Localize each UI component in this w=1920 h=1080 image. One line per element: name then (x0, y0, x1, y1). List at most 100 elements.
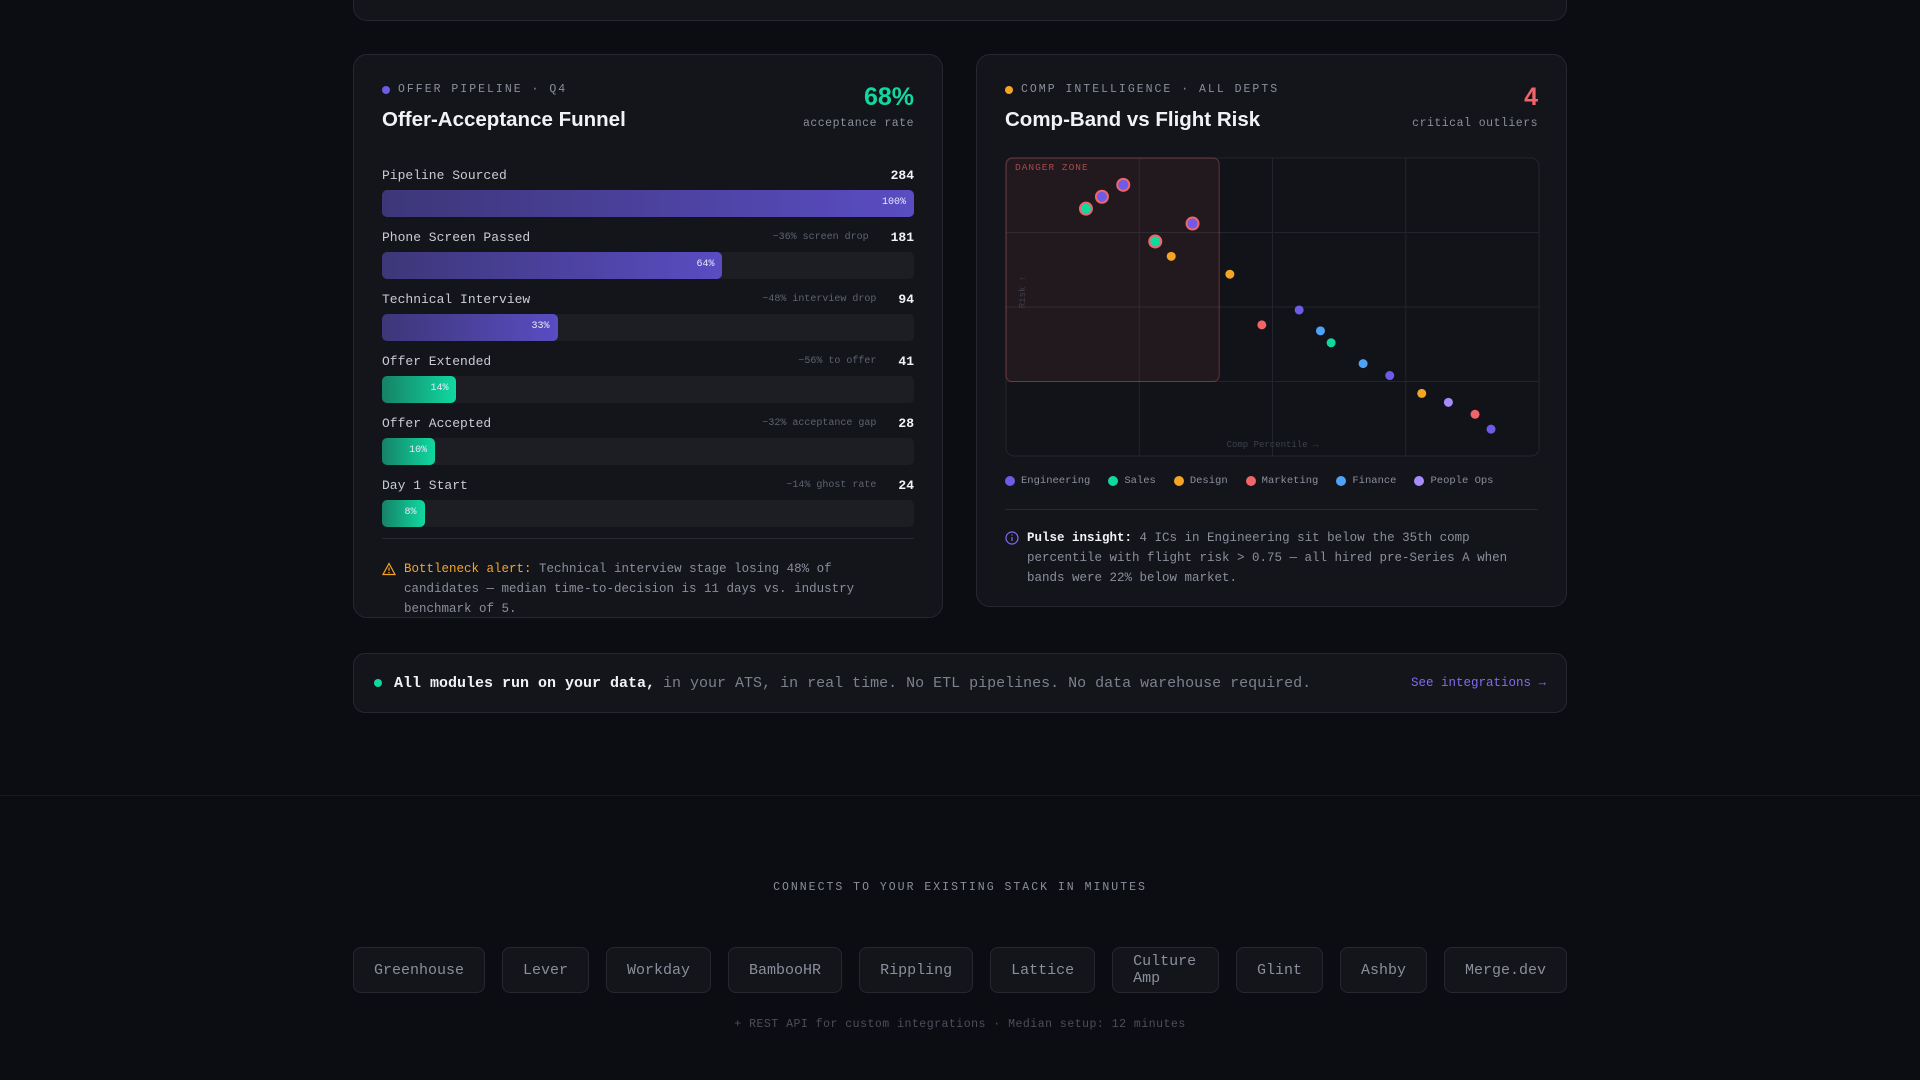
bar-track: 14% (382, 376, 914, 403)
x-axis-label: Comp Percentile → (1227, 440, 1319, 450)
stage-row: Offer Accepted −32% acceptance gap 28 (382, 414, 914, 432)
banner-text: in your ATS, in real time. No ETL pipeli… (663, 674, 1312, 692)
point (1225, 269, 1235, 279)
eyebrow: OFFER PIPELINE · Q4 (382, 83, 914, 96)
legend-item: Sales (1108, 475, 1156, 487)
legend-swatch (1005, 476, 1015, 486)
eyebrow-text: OFFER PIPELINE · Q4 (398, 83, 568, 96)
point (1470, 409, 1480, 419)
stage-drop: −48% interview drop (762, 293, 877, 305)
flagged-point (1078, 201, 1093, 216)
bar-label: 8% (404, 507, 417, 518)
integration-chip: BambooHR (728, 947, 843, 993)
point (1443, 397, 1453, 407)
divider (382, 538, 914, 539)
funnel-card: OFFER PIPELINE · Q4 Offer-Acceptance Fun… (353, 54, 943, 618)
banner: All modules run on your data, in your AT… (353, 653, 1567, 713)
scatter-card: COMP INTELLIGENCE · ALL DEPTS Comp-Band … (976, 54, 1567, 607)
legend-label: People Ops (1430, 475, 1494, 487)
stage-row: Day 1 Start −14% ghost rate 24 (382, 476, 914, 494)
info-icon (1005, 531, 1019, 545)
stage-row: Technical Interview −48% interview drop 94 (382, 290, 914, 308)
legend-label: Engineering (1021, 475, 1091, 487)
kpi-value: 4 (1524, 83, 1538, 111)
point (1358, 359, 1368, 369)
bar: 64% (382, 252, 723, 279)
flagged-point (1185, 216, 1200, 231)
legend-label: Finance (1352, 475, 1397, 487)
stage-row: Offer Extended −56% to offer 41 (382, 352, 914, 370)
integrations-heading: CONNECTS TO YOUR EXISTING STACK IN MINUT… (773, 881, 1147, 894)
stage-label: Technical Interview (382, 291, 531, 307)
dot (1005, 85, 1013, 94)
legend-item: Design (1173, 475, 1228, 487)
bar-label: 14% (430, 383, 449, 394)
funnel-stage: Pipeline Sourced 284 100% (382, 166, 914, 228)
legend-label: Marketing (1261, 475, 1319, 487)
kpi-label: critical outliers (1412, 117, 1538, 130)
legend-swatch (1108, 476, 1119, 486)
integration-chip: Merge.dev (1443, 947, 1567, 993)
legend-label: Sales (1124, 475, 1156, 487)
stage-count: 284 (890, 167, 914, 183)
stage-count: 28 (898, 415, 914, 431)
stage-row: Pipeline Sourced 284 (382, 166, 914, 184)
insight-text: 4 ICs in Engineering sit below the 35th … (1027, 531, 1508, 585)
legend-swatch (1414, 476, 1425, 486)
stage-drop: −32% acceptance gap (762, 417, 877, 429)
alert-title: Bottleneck alert: (404, 562, 532, 576)
point (1315, 326, 1325, 336)
point (1294, 305, 1304, 315)
stage-count: 181 (890, 229, 914, 245)
flagged-point (1116, 177, 1131, 192)
funnel-stage: Phone Screen Passed −36% screen drop 181 64… (382, 228, 914, 290)
scatter-plot: DANGER ZONE Comp Percentile → Risk ↑ (1005, 157, 1540, 457)
integration-chip: Ashby (1339, 947, 1427, 993)
integration-chip: Workday (606, 947, 712, 993)
integration-chips: Greenhouse Lever Workday BambooHR Rippling La… (353, 947, 1567, 993)
bar-track: 10% (382, 438, 914, 465)
flagged-point (1094, 189, 1109, 204)
card-title: Offer-Acceptance Funnel (382, 108, 626, 131)
stage-count: 24 (898, 477, 914, 493)
section-divider (0, 795, 1920, 796)
status-dot (374, 679, 382, 687)
integration-chip: Lever (502, 947, 590, 993)
danger-zone (1005, 157, 1220, 382)
legend-swatch (1336, 476, 1347, 486)
eyebrow-text: COMP INTELLIGENCE · ALL DEPTS (1021, 83, 1280, 96)
funnel-stage: Day 1 Start −14% ghost rate 24 8% (382, 476, 914, 538)
funnel-stage: Offer Extended −56% to offer 41 14% (382, 352, 914, 414)
point (1385, 371, 1395, 381)
stage-count: 41 (898, 353, 914, 369)
legend-swatch (1173, 476, 1184, 486)
insight-body: Pulse insight: 4 ICs in Engineering sit … (1027, 528, 1538, 588)
bar-track: 33% (382, 314, 914, 341)
legend: Engineering Sales Design Marketing Finance Pe… (1005, 473, 1538, 489)
bar-track: 64% (382, 252, 914, 279)
stage-drop: −14% ghost rate (786, 479, 877, 491)
bar-track: 8% (382, 500, 914, 527)
stage-label: Offer Extended (382, 353, 492, 369)
funnel-stage: Offer Accepted −32% acceptance gap 28 10% (382, 414, 914, 476)
stage-label: Offer Accepted (382, 415, 492, 431)
eyebrow: COMP INTELLIGENCE · ALL DEPTS (1005, 83, 1538, 96)
legend-swatch (1245, 476, 1256, 486)
integration-chip: Greenhouse (353, 947, 486, 993)
bar: 14% (382, 376, 457, 403)
stage-drop: −56% to offer (798, 355, 877, 367)
bar: 8% (382, 500, 425, 527)
card-header: COMP INTELLIGENCE · ALL DEPTS Comp-Band … (1005, 83, 1538, 156)
insight-title: Pulse insight: (1027, 531, 1133, 545)
bar-label: 10% (409, 445, 428, 456)
stage-drop: −36% screen drop (772, 231, 869, 243)
kpi-label: acceptance rate (802, 117, 914, 130)
bar-label: 33% (531, 321, 550, 332)
integrations-link[interactable]: See integrations → (1410, 676, 1546, 690)
kpi: 68% acceptance rate (803, 83, 914, 130)
integration-chip: Culture Amp (1112, 947, 1219, 993)
bar: 33% (382, 314, 558, 341)
kpi: 4 critical outliers (1412, 83, 1538, 130)
alert-text: Technical interview stage losing 48% of … (404, 562, 855, 616)
